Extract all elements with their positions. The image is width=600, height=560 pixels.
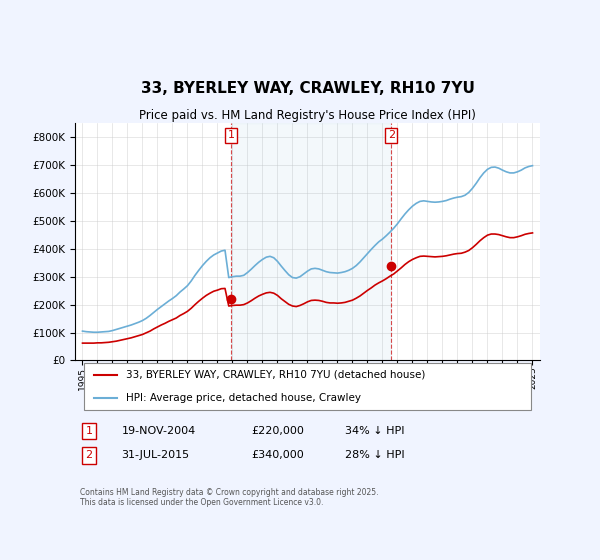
Text: 1: 1 (227, 130, 235, 141)
Text: Contains HM Land Registry data © Crown copyright and database right 2025.
This d: Contains HM Land Registry data © Crown c… (80, 488, 378, 507)
Text: £220,000: £220,000 (252, 426, 305, 436)
Text: 28% ↓ HPI: 28% ↓ HPI (344, 450, 404, 460)
Text: 31-JUL-2015: 31-JUL-2015 (121, 450, 190, 460)
Text: £340,000: £340,000 (252, 450, 304, 460)
Text: 33, BYERLEY WAY, CRAWLEY, RH10 7YU (detached house): 33, BYERLEY WAY, CRAWLEY, RH10 7YU (deta… (126, 370, 425, 380)
Text: 1: 1 (85, 426, 92, 436)
Text: HPI: Average price, detached house, Crawley: HPI: Average price, detached house, Craw… (126, 393, 361, 403)
Text: 33, BYERLEY WAY, CRAWLEY, RH10 7YU: 33, BYERLEY WAY, CRAWLEY, RH10 7YU (140, 81, 475, 96)
FancyBboxPatch shape (84, 363, 531, 409)
Text: Price paid vs. HM Land Registry's House Price Index (HPI): Price paid vs. HM Land Registry's House … (139, 109, 476, 122)
Text: 2: 2 (388, 130, 395, 141)
Text: 2: 2 (85, 450, 92, 460)
Text: 34% ↓ HPI: 34% ↓ HPI (344, 426, 404, 436)
Text: 19-NOV-2004: 19-NOV-2004 (121, 426, 196, 436)
Bar (231, 123, 391, 361)
